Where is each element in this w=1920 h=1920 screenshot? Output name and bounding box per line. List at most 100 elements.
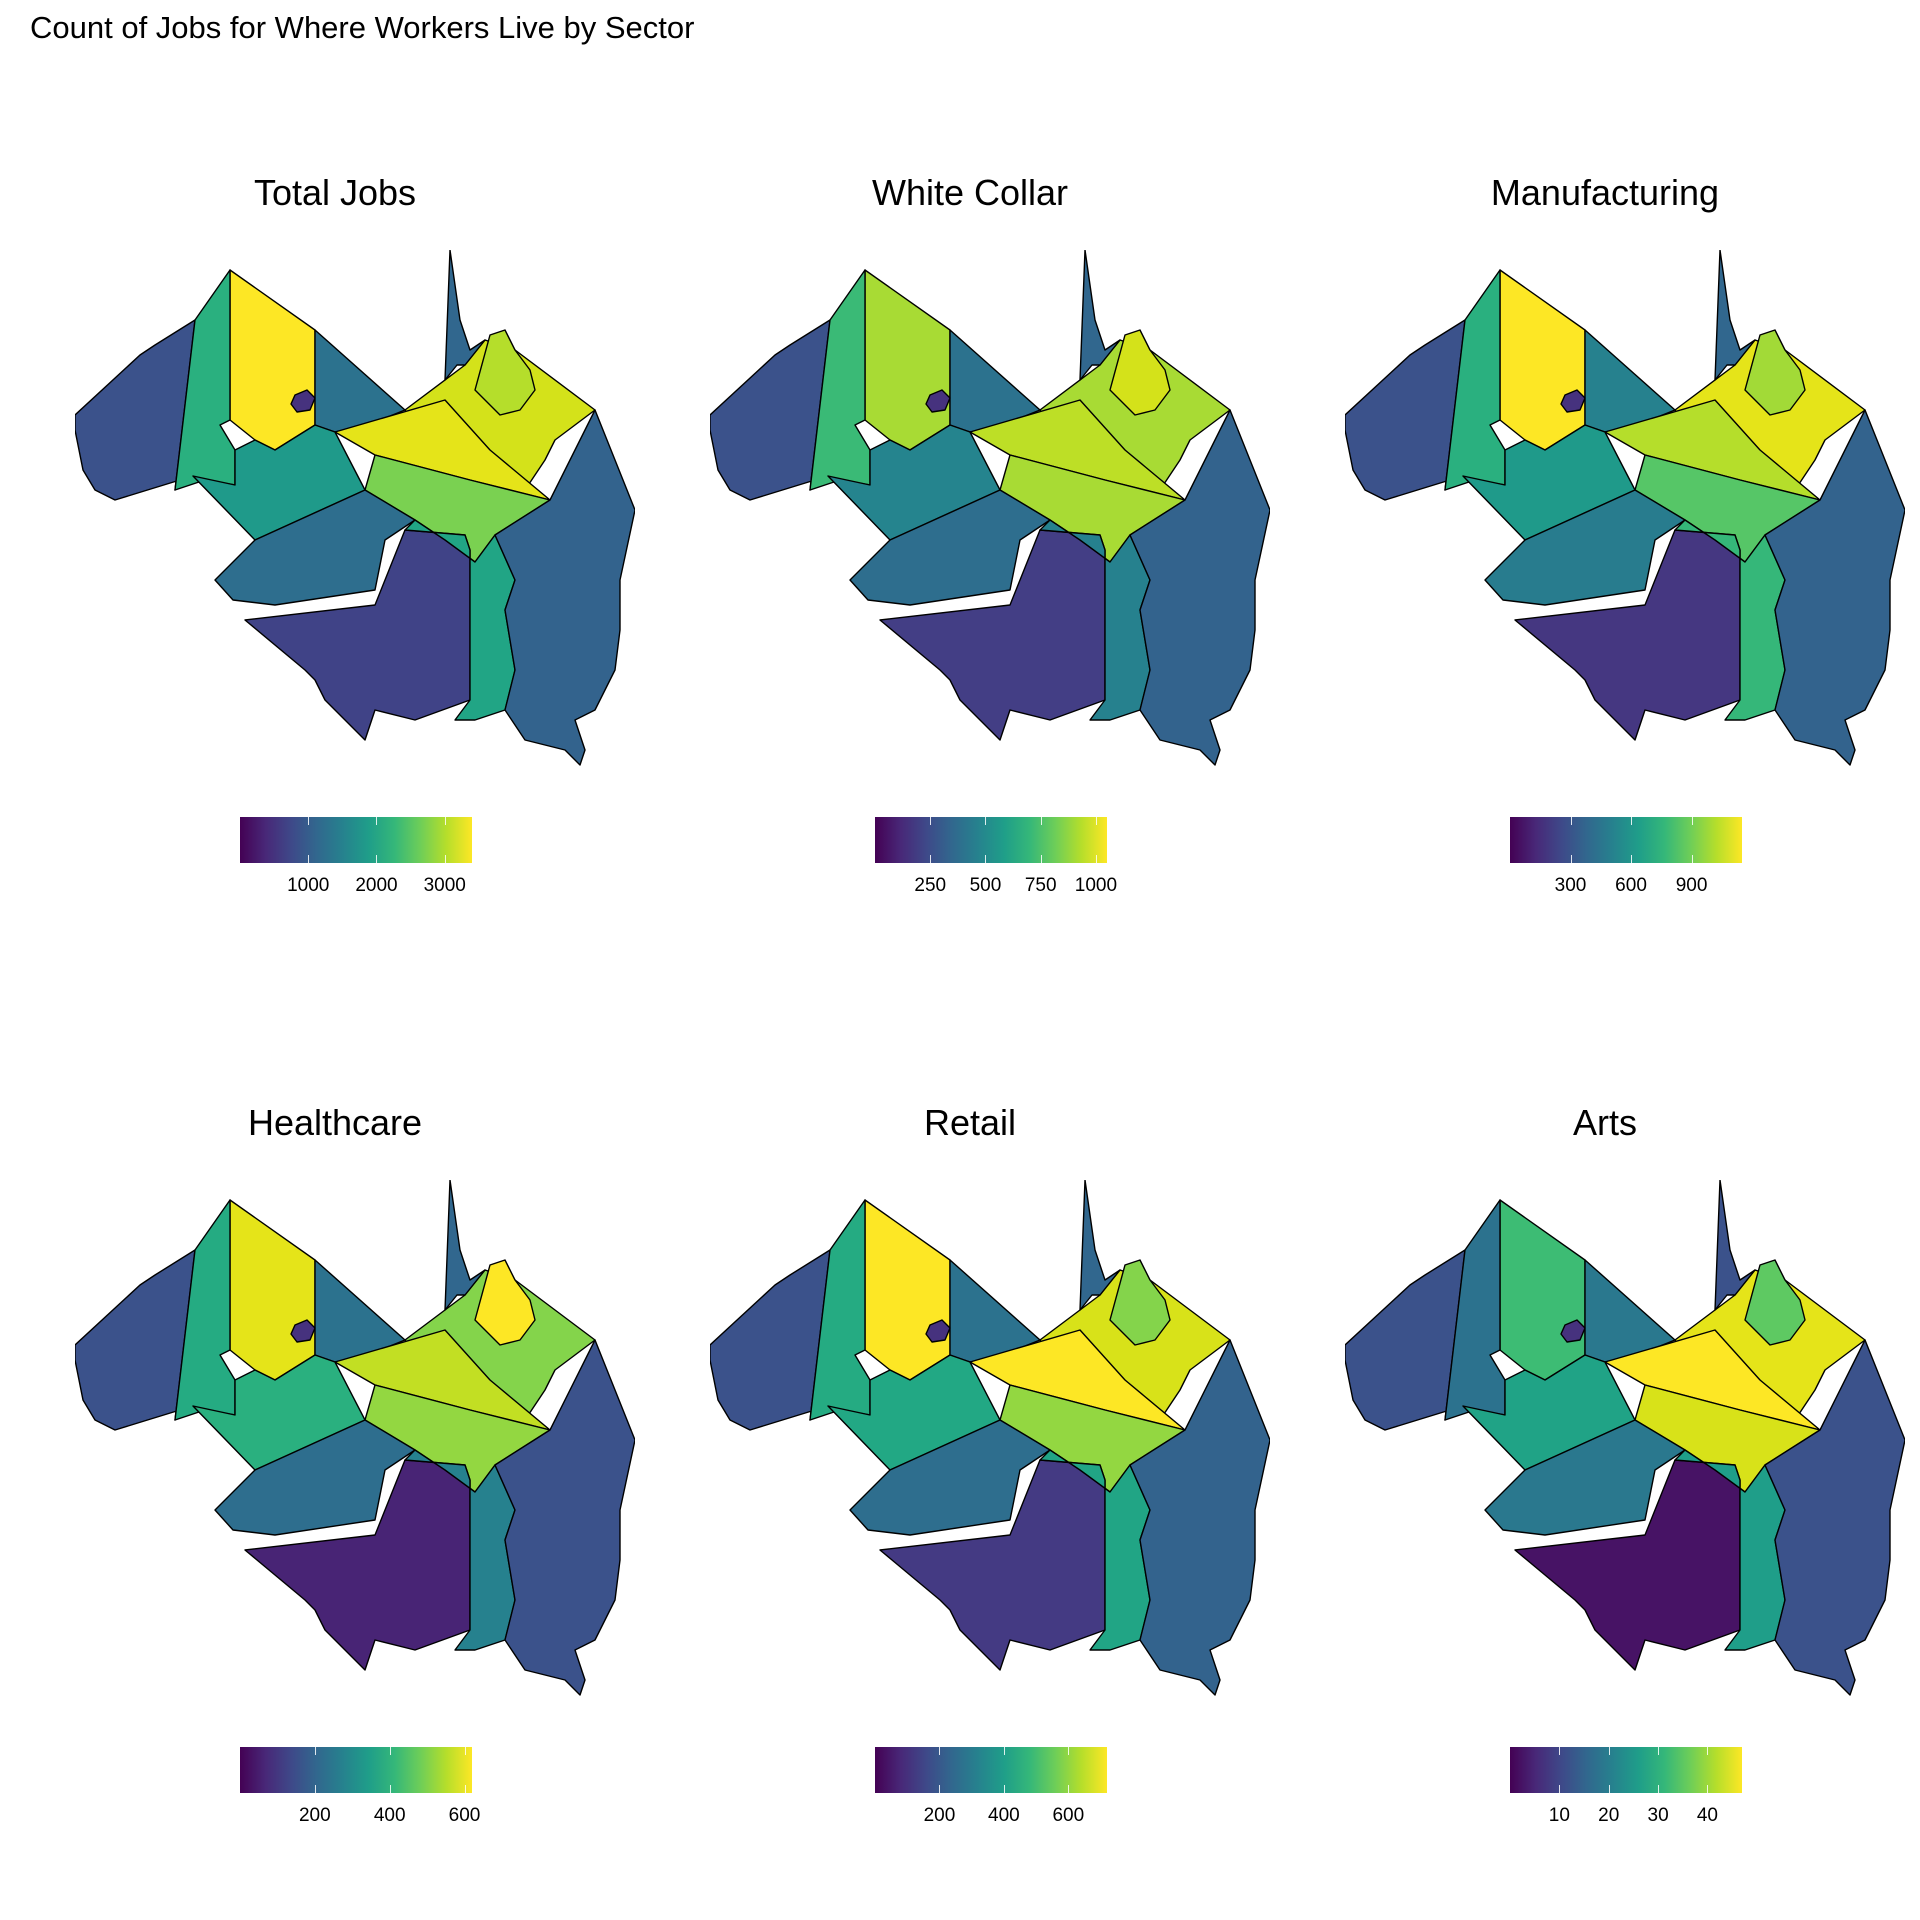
colorbar-tick: [1068, 1785, 1070, 1793]
region-nw: [864, 269, 951, 451]
region-se-w: [1484, 1419, 1686, 1536]
region-ne-top: [1714, 250, 1756, 381]
colorbar: [1510, 1747, 1742, 1793]
region-nw: [229, 269, 316, 451]
map-panel: Total Jobs 1000 2000 3000: [15, 20, 655, 920]
colorbar-tick: [376, 817, 378, 825]
panel-title: Healthcare: [247, 1102, 423, 1143]
colorbar-tick: [444, 855, 446, 863]
region-w: [710, 1249, 831, 1431]
colorbar-tick-label: 400: [373, 1805, 406, 1826]
colorbar-tick: [1003, 1785, 1005, 1793]
choropleth-map: [75, 250, 635, 766]
region-ne-in: [1109, 1259, 1171, 1346]
colorbar: [875, 1747, 1107, 1793]
region-blob: [290, 389, 316, 413]
region-w: [75, 319, 196, 501]
colorbar-tick-label: 900: [1675, 875, 1708, 896]
region-se-w: [214, 489, 416, 606]
colorbar-tick: [308, 855, 310, 863]
region-blob: [925, 1319, 951, 1343]
colorbar-tick: [1003, 1747, 1005, 1755]
colorbar-tick: [389, 1785, 391, 1793]
colorbar-tick-label: 200: [298, 1805, 331, 1826]
colorbar-tick-label: 40: [1696, 1805, 1719, 1826]
region-ne-in: [1109, 329, 1171, 416]
choropleth-map: [1345, 1180, 1905, 1696]
choropleth-map: [710, 250, 1270, 766]
region-se-w: [1484, 489, 1686, 606]
region-cen: [1462, 1354, 1636, 1471]
colorbar-tick-label: 1000: [287, 875, 330, 896]
colorbar-tick-label: 500: [969, 875, 1002, 896]
region-ne-in: [1744, 1259, 1806, 1346]
region-nw: [864, 1199, 951, 1381]
colorbar: [875, 817, 1107, 863]
region-ne-in: [1744, 329, 1806, 416]
colorbar-tick: [376, 855, 378, 863]
region-ne-in: [474, 1259, 536, 1346]
page-title: Count of Jobs for Where Workers Live by …: [30, 10, 695, 45]
colorbar-tick: [1631, 855, 1633, 863]
region-blob: [925, 389, 951, 413]
colorbar-tick: [1608, 1785, 1610, 1793]
panel-title: Total Jobs: [253, 172, 417, 213]
choropleth-map: [1345, 250, 1905, 766]
region-cen: [192, 1354, 366, 1471]
colorbar-tick: [930, 817, 932, 825]
colorbar-tick: [985, 817, 987, 825]
map-panel: Arts 10 20 30 40: [1285, 950, 1920, 1850]
colorbar-tick: [464, 1785, 466, 1793]
region-e: [1129, 409, 1270, 766]
region-e: [1764, 409, 1905, 766]
region-w: [75, 1249, 196, 1431]
colorbar-tick-label: 200: [923, 1805, 956, 1826]
region-blob: [290, 1319, 316, 1343]
colorbar-tick: [1691, 855, 1693, 863]
region-ne-top: [1714, 1180, 1756, 1311]
region-w: [1345, 319, 1466, 501]
region-blob: [1560, 389, 1586, 413]
colorbar-tick: [308, 817, 310, 825]
colorbar-tick: [1608, 1747, 1610, 1755]
choropleth-map: [710, 1180, 1270, 1696]
colorbar-tick: [1068, 1747, 1070, 1755]
colorbar-tick: [1691, 817, 1693, 825]
panel-title: Manufacturing: [1490, 172, 1720, 213]
colorbar-tick: [1570, 817, 1572, 825]
colorbar-tick-label: 300: [1554, 875, 1587, 896]
colorbar-tick-label: 10: [1548, 1805, 1570, 1826]
region-cen: [827, 424, 1001, 541]
colorbar-tick-label: 3000: [423, 875, 466, 896]
map-panel: White Collar 250 500 750 1000: [650, 20, 1290, 920]
colorbar-tick: [314, 1785, 316, 1793]
colorbar-tick: [930, 855, 932, 863]
region-se-w: [849, 1419, 1051, 1536]
colorbar: [240, 1747, 472, 1793]
region-cen: [1462, 424, 1636, 541]
colorbar: [240, 817, 472, 863]
region-e: [1764, 1339, 1905, 1696]
region-e: [494, 1339, 635, 1696]
colorbar-tick: [1095, 855, 1097, 863]
colorbar-tick: [985, 855, 987, 863]
colorbar-tick: [1658, 1785, 1660, 1793]
colorbar-tick-label: 250: [914, 875, 947, 896]
colorbar-tick: [1095, 817, 1097, 825]
colorbar-tick-label: 30: [1647, 1805, 1669, 1826]
colorbar-tick: [1559, 1747, 1561, 1755]
region-ne-top: [444, 250, 486, 381]
colorbar-tick-label: 600: [448, 1805, 481, 1826]
region-cen: [827, 1354, 1001, 1471]
region-nw: [1499, 1199, 1586, 1381]
region-ne-top: [444, 1180, 486, 1311]
region-e: [494, 409, 635, 766]
panel-title: White Collar: [871, 172, 1069, 213]
region-ne-top: [1079, 250, 1121, 381]
region-blob: [1560, 1319, 1586, 1343]
region-nw: [229, 1199, 316, 1381]
colorbar-tick: [1570, 855, 1572, 863]
region-ne-top: [1079, 1180, 1121, 1311]
map-panel: Healthcare 200 400 600: [15, 950, 655, 1850]
colorbar-tick: [444, 817, 446, 825]
